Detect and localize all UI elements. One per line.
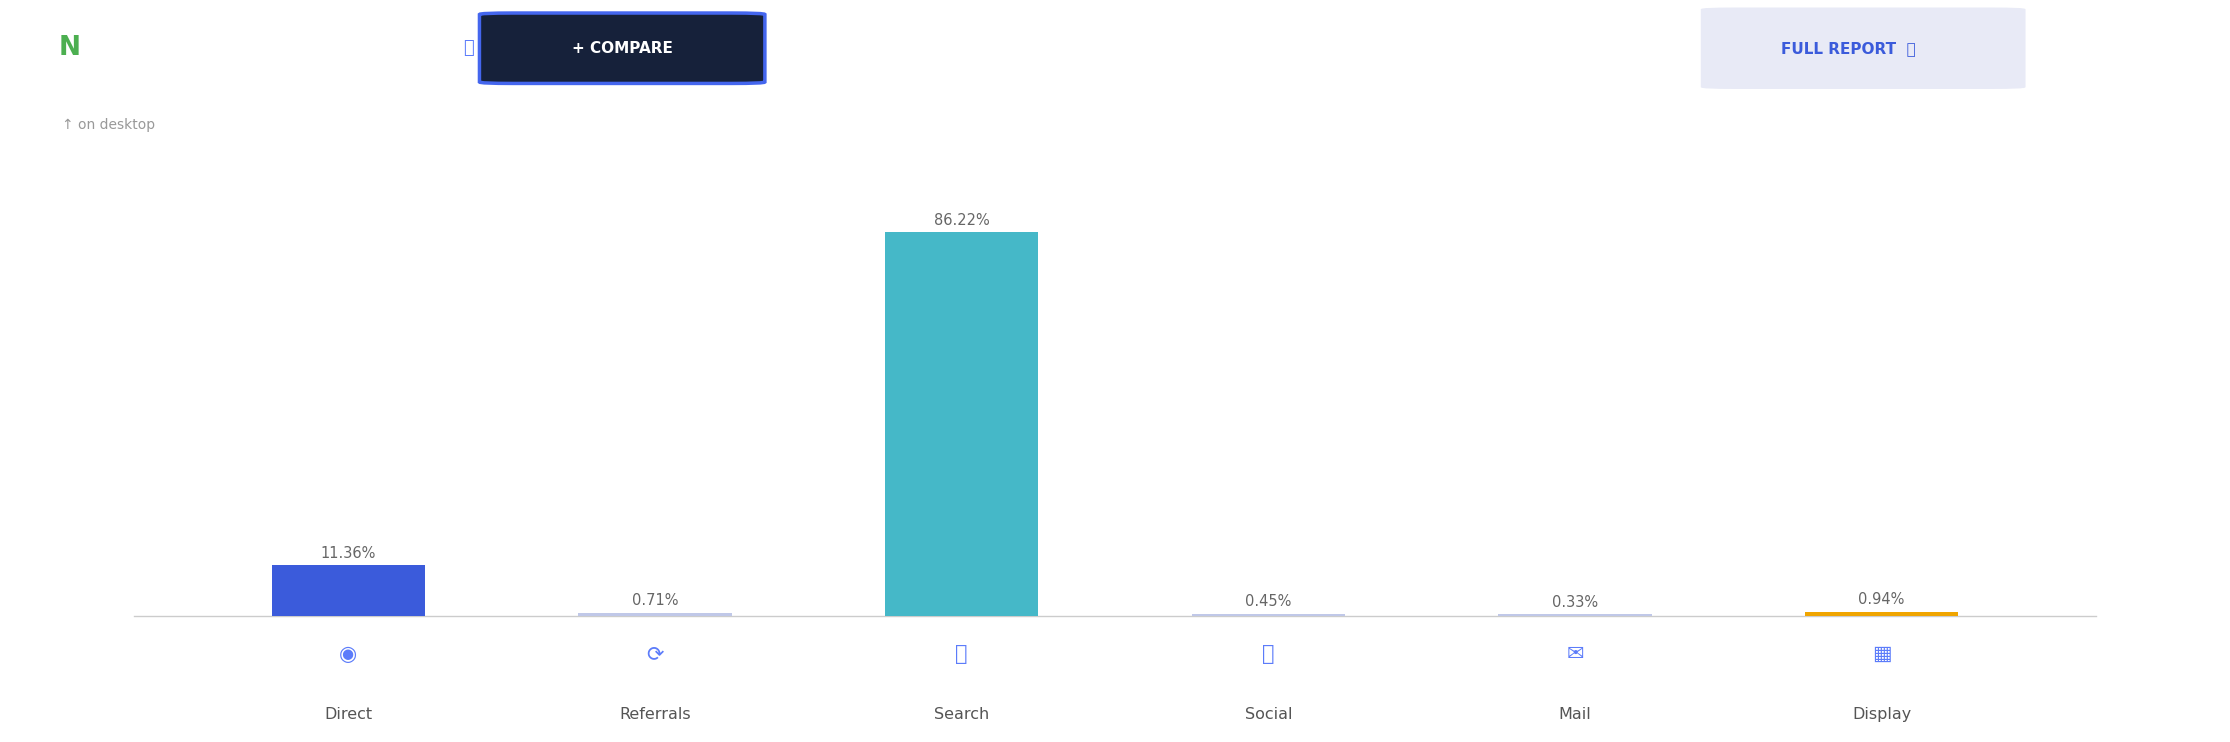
Text: ▦: ▦ [1871, 644, 1891, 663]
Text: 0.33%: 0.33% [1552, 595, 1599, 610]
Text: Social: Social [1244, 706, 1291, 722]
Bar [578, 613, 731, 616]
Text: ◉: ◉ [339, 644, 357, 663]
Text: Search: Search [934, 706, 990, 722]
FancyBboxPatch shape [1701, 8, 2025, 88]
Bar [272, 565, 426, 616]
Text: + COMPARE: + COMPARE [571, 41, 673, 56]
FancyBboxPatch shape [9, 11, 129, 85]
Text: 0.71%: 0.71% [631, 594, 678, 608]
Text: Direct: Direct [323, 706, 372, 722]
Text: Sep 2021: Sep 2021 [1599, 39, 1693, 58]
Text: 0.45%: 0.45% [1244, 594, 1291, 609]
Text: Mail: Mail [1559, 706, 1592, 722]
Text: ✉: ✉ [1565, 644, 1583, 663]
Text: ⟳: ⟳ [647, 644, 665, 663]
Text: 👍: 👍 [1262, 644, 1276, 663]
Text: ⧉: ⧉ [464, 39, 473, 57]
Text: ↑ on desktop: ↑ on desktop [62, 118, 156, 132]
Text: Display: Display [1851, 706, 1911, 722]
Bar [1804, 611, 1958, 616]
Bar [1499, 614, 1652, 616]
Bar [1191, 614, 1345, 616]
FancyBboxPatch shape [479, 13, 765, 83]
Text: 86.22%: 86.22% [934, 212, 990, 228]
Text: N: N [58, 35, 80, 62]
Text: 0.94%: 0.94% [1858, 592, 1904, 607]
Text: nerdwallet.com: nerdwallet.com [196, 36, 404, 60]
Text: FULL REPORT  📄: FULL REPORT 📄 [1782, 41, 1916, 56]
Text: Referrals: Referrals [620, 706, 691, 722]
Text: 11.36%: 11.36% [321, 546, 377, 561]
Bar [885, 232, 1039, 616]
Text: 🔍: 🔍 [954, 644, 968, 663]
